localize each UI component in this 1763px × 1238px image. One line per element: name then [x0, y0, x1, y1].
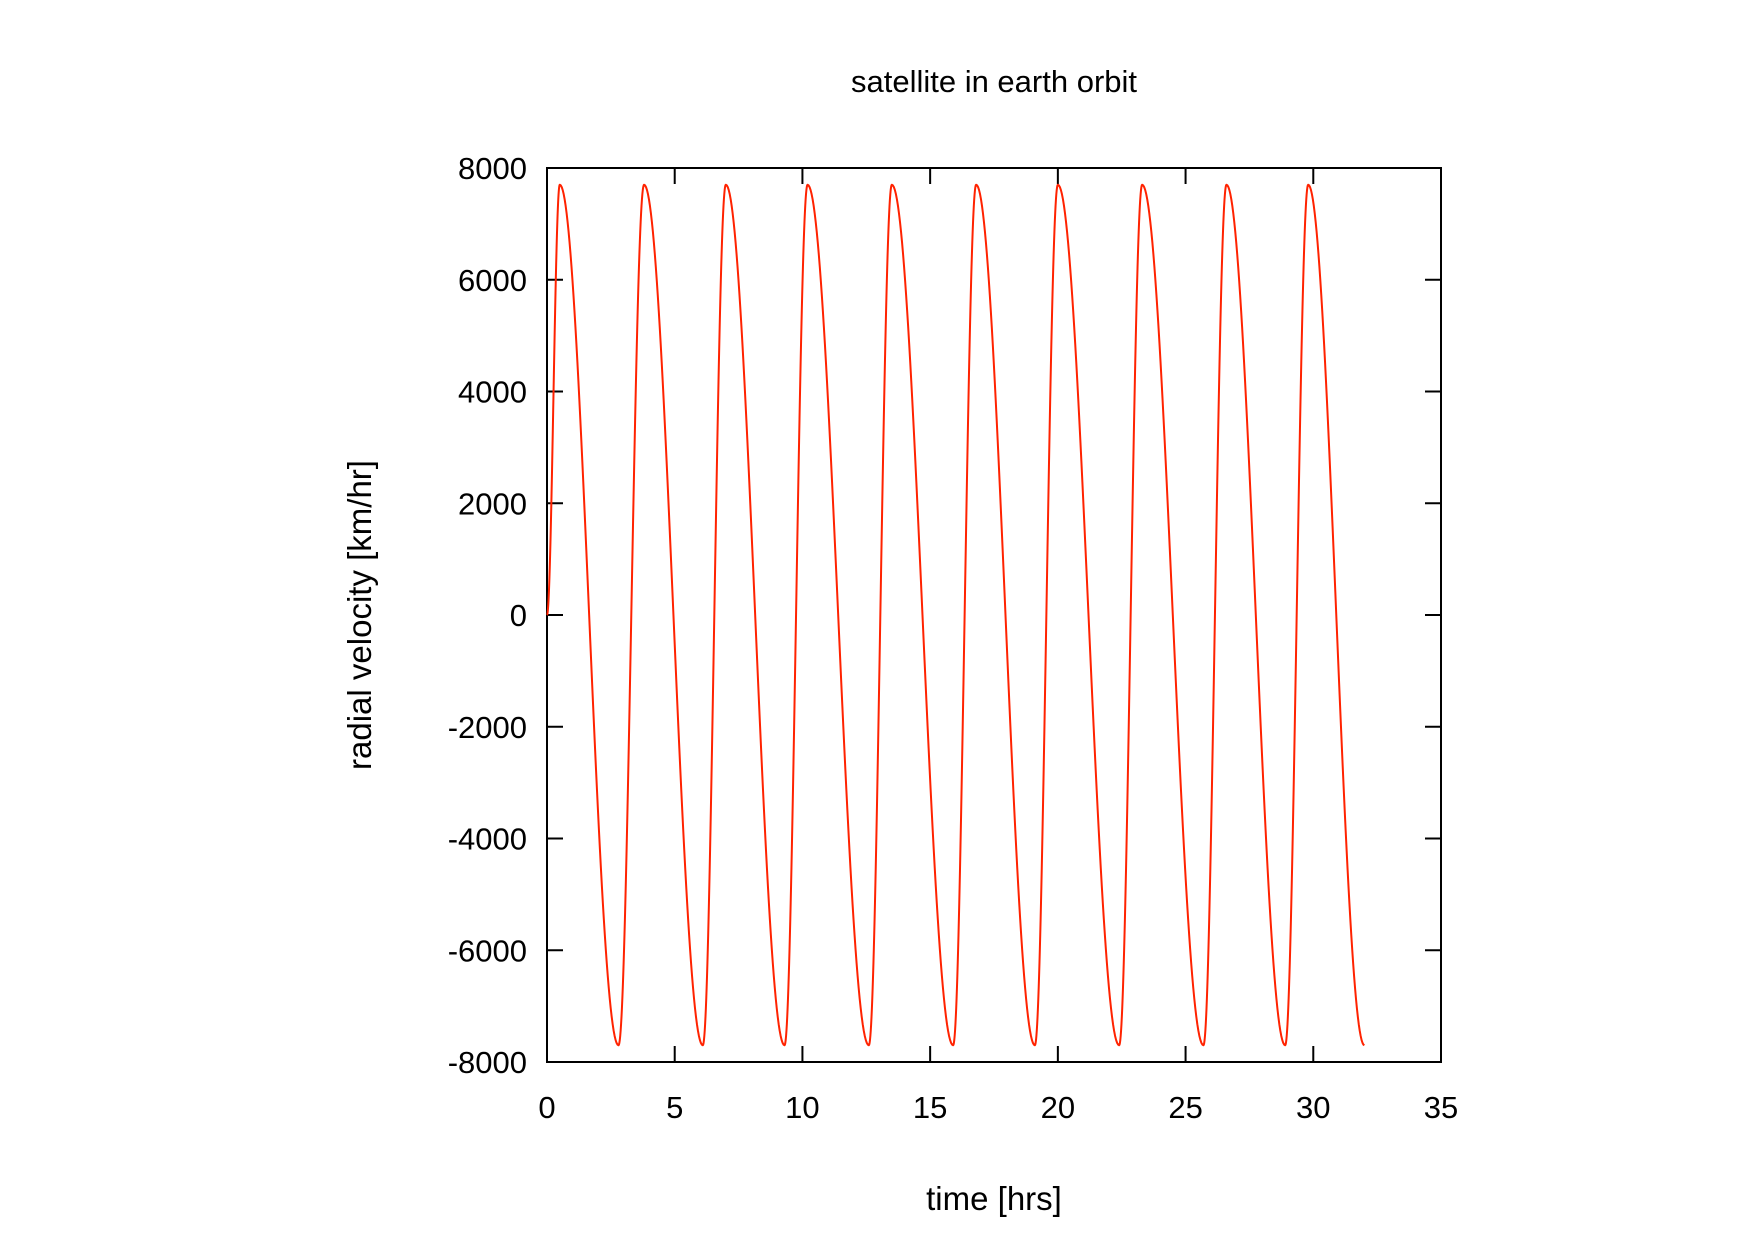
- x-tick-label: 10: [785, 1090, 819, 1125]
- y-tick-label: 8000: [458, 151, 527, 186]
- y-tick-label: 2000: [458, 486, 527, 521]
- y-axis-label: radial velocity [km/hr]: [341, 460, 378, 770]
- y-tick-label: 0: [510, 598, 527, 633]
- x-tick-label: 35: [1424, 1090, 1458, 1125]
- series-layer: [546, 183, 1365, 1047]
- y-tick-label: 6000: [458, 263, 527, 298]
- plot-frame: [546, 167, 1442, 1063]
- x-tick-label: 0: [538, 1090, 555, 1125]
- tick-labels: 0 5 10 15 20 25 30 35 -8000 -6000 -4000 -2000 0 2000 4…: [448, 151, 1459, 1125]
- y-tick-label: -8000: [448, 1045, 527, 1080]
- y-tick-label: -4000: [448, 822, 527, 857]
- y-tick-label: -6000: [448, 933, 527, 968]
- series-line: [546, 183, 1365, 1047]
- x-tick-label: 5: [666, 1090, 683, 1125]
- y-tick-label: -2000: [448, 710, 527, 745]
- x-tick-label: 15: [913, 1090, 947, 1125]
- x-tick-label: 30: [1296, 1090, 1330, 1125]
- y-tick-label: 4000: [458, 375, 527, 410]
- ticks: [547, 168, 1441, 1062]
- x-axis-label: time [hrs]: [926, 1180, 1062, 1217]
- x-tick-label: 25: [1168, 1090, 1202, 1125]
- x-tick-label: 20: [1041, 1090, 1075, 1125]
- chart-title: satellite in earth orbit: [851, 64, 1137, 99]
